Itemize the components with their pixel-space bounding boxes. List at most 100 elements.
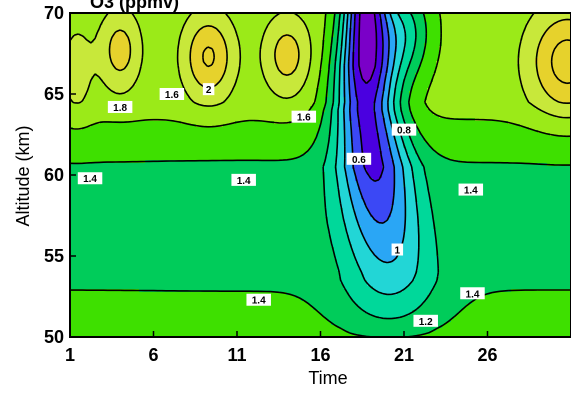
heatmap-cell (115, 163, 119, 167)
heatmap-cell (199, 73, 203, 77)
heatmap-cell (85, 238, 89, 242)
heatmap-cell (100, 238, 104, 242)
heatmap-cell (172, 322, 176, 326)
heatmap-cell (106, 118, 110, 122)
heatmap-cell (184, 52, 188, 56)
heatmap-cell (76, 199, 80, 203)
heatmap-cell (193, 172, 197, 176)
heatmap-cell (124, 94, 128, 98)
heatmap-cell (205, 331, 209, 335)
heatmap-cell (178, 169, 182, 173)
heatmap-cell (124, 253, 128, 257)
heatmap-cell (136, 169, 140, 173)
heatmap-cell (187, 283, 191, 287)
heatmap-cell (160, 319, 164, 323)
heatmap-cell (136, 16, 140, 20)
heatmap-cell (163, 277, 167, 281)
heatmap-cell (199, 49, 203, 53)
heatmap-cell (175, 163, 179, 167)
heatmap-cell (82, 247, 86, 251)
heatmap-cell (148, 229, 152, 233)
heatmap-cell (100, 304, 104, 308)
heatmap-cell (91, 100, 95, 104)
heatmap-cell (163, 172, 167, 176)
heatmap-cell (151, 316, 155, 320)
heatmap-cell (172, 277, 176, 281)
heatmap-cell (151, 55, 155, 59)
heatmap-cell (193, 328, 197, 332)
heatmap-cell (82, 106, 86, 110)
heatmap-cell (121, 217, 125, 221)
heatmap-cell (154, 316, 158, 320)
heatmap-cell (124, 295, 128, 299)
heatmap-cell (85, 16, 89, 20)
heatmap-cell (142, 115, 146, 119)
heatmap-cell (100, 139, 104, 143)
heatmap-cell (79, 283, 83, 287)
heatmap-cell (103, 100, 107, 104)
heatmap-cell (148, 295, 152, 299)
heatmap-cell (106, 175, 110, 179)
heatmap-cell (151, 16, 155, 20)
heatmap-cell (136, 295, 140, 299)
heatmap-cell (91, 112, 95, 116)
heatmap-cell (103, 91, 107, 95)
heatmap-cell (112, 166, 116, 170)
heatmap-cell (85, 301, 89, 305)
heatmap-cell (199, 37, 203, 41)
heatmap-cell (70, 214, 74, 218)
heatmap-cell (196, 298, 200, 302)
heatmap-cell (166, 121, 170, 125)
heatmap-cell (184, 133, 188, 137)
heatmap-cell (88, 265, 92, 269)
heatmap-cell (154, 310, 158, 314)
heatmap-cell (130, 76, 134, 80)
heatmap-cell (193, 268, 197, 272)
heatmap-cell (115, 250, 119, 254)
heatmap-cell (160, 238, 164, 242)
heatmap-cell (166, 286, 170, 290)
heatmap-cell (121, 46, 125, 50)
heatmap-cell (100, 229, 104, 233)
heatmap-cell (154, 256, 158, 260)
heatmap-cell (118, 334, 122, 337)
heatmap-cell (178, 202, 182, 206)
heatmap-cell (109, 85, 113, 89)
heatmap-cell (133, 313, 137, 317)
heatmap-cell (181, 190, 185, 194)
heatmap-cell (106, 238, 110, 242)
heatmap-cell (136, 292, 140, 296)
heatmap-cell (106, 316, 110, 320)
heatmap-cell (109, 226, 113, 230)
heatmap-cell (184, 49, 188, 53)
heatmap-cell (124, 325, 128, 329)
heatmap-cell (205, 112, 209, 116)
heatmap-cell (202, 178, 206, 182)
heatmap-cell (193, 244, 197, 248)
heatmap-cell (166, 211, 170, 215)
heatmap-cell (187, 307, 191, 311)
heatmap-cell (166, 268, 170, 272)
heatmap-cell (166, 40, 170, 44)
heatmap-cell (121, 259, 125, 263)
heatmap-cell (121, 286, 125, 290)
heatmap-cell (133, 61, 137, 65)
heatmap-cell (193, 85, 197, 89)
heatmap-cell (196, 229, 200, 233)
heatmap-cell (73, 25, 77, 29)
heatmap-cell (112, 226, 116, 230)
heatmap-cell (82, 301, 86, 305)
heatmap-cell (130, 190, 134, 194)
heatmap-cell (172, 154, 176, 158)
heatmap-cell (106, 250, 110, 254)
heatmap-cell (166, 172, 170, 176)
heatmap-cell (139, 238, 143, 242)
heatmap-cell (82, 283, 86, 287)
heatmap-cell (112, 97, 116, 101)
heatmap-cell (70, 322, 74, 326)
heatmap-cell (160, 232, 164, 236)
heatmap-cell (169, 310, 173, 314)
heatmap-cell (82, 205, 86, 209)
heatmap-cell (76, 130, 80, 134)
heatmap-cell (94, 67, 98, 71)
